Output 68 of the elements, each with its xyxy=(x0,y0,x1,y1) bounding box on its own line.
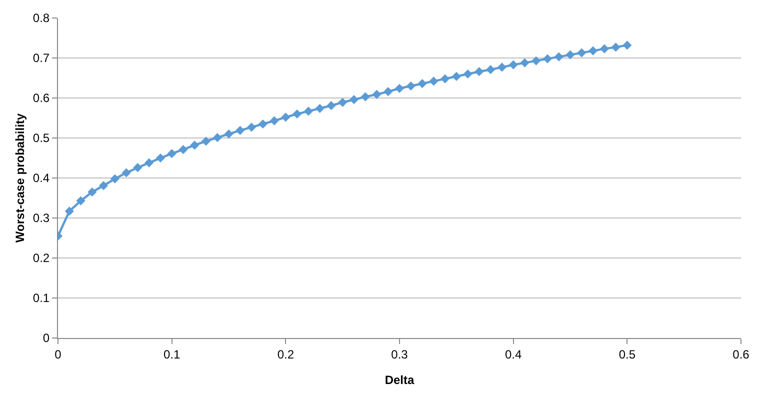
point xyxy=(98,181,108,190)
y-tick-label: 0.2 xyxy=(32,251,50,266)
point xyxy=(463,69,472,79)
x-axis-title: Delta xyxy=(384,373,414,387)
point xyxy=(542,54,552,64)
point xyxy=(88,187,97,197)
point xyxy=(258,119,268,129)
point xyxy=(360,92,370,102)
point xyxy=(566,50,575,60)
point xyxy=(212,133,222,142)
point xyxy=(304,106,313,116)
x-tick-label: 0.4 xyxy=(504,347,522,362)
point xyxy=(520,58,530,68)
point xyxy=(315,104,324,113)
point xyxy=(452,72,461,81)
point xyxy=(133,163,142,172)
x-tick-label: 0 xyxy=(54,347,62,362)
point xyxy=(270,116,279,126)
point xyxy=(418,79,427,88)
point xyxy=(372,90,382,99)
point xyxy=(156,153,165,163)
point xyxy=(64,206,74,216)
y-tick-label: 0.8 xyxy=(32,11,50,26)
y-tick-label: 0.7 xyxy=(32,51,50,66)
point xyxy=(429,76,438,86)
point xyxy=(201,136,211,146)
point xyxy=(588,46,598,56)
point xyxy=(236,126,245,135)
x-tick-label: 0.5 xyxy=(618,347,636,362)
point xyxy=(167,149,176,158)
x-tick-label: 0.2 xyxy=(277,347,294,362)
y-axis-title: Worst-case probability xyxy=(13,113,27,243)
point xyxy=(440,74,450,84)
y-tick-label: 0.1 xyxy=(32,291,50,306)
point xyxy=(600,44,609,54)
point xyxy=(190,140,200,150)
point xyxy=(76,196,86,206)
point xyxy=(532,56,541,66)
point xyxy=(406,81,416,91)
point xyxy=(394,84,404,93)
point xyxy=(486,65,496,74)
y-tick-label: 0 xyxy=(42,331,50,346)
point xyxy=(122,168,131,178)
x-tick-label: 0.6 xyxy=(732,347,750,362)
y-tick-label: 0.6 xyxy=(32,91,50,106)
point xyxy=(622,40,632,50)
point xyxy=(577,48,586,58)
point xyxy=(224,129,234,139)
point xyxy=(338,98,348,107)
point xyxy=(508,60,518,70)
y-tick-label: 0.5 xyxy=(32,131,50,146)
point xyxy=(474,67,484,76)
point xyxy=(326,101,336,110)
point xyxy=(554,52,564,62)
point xyxy=(178,145,188,154)
x-tick-label: 0.1 xyxy=(163,347,180,362)
y-tick-label: 0.4 xyxy=(32,171,50,186)
point xyxy=(246,122,256,132)
point xyxy=(144,158,154,168)
point xyxy=(281,112,290,122)
y-tick-label: 0.3 xyxy=(32,211,50,226)
point xyxy=(292,109,302,119)
point xyxy=(611,42,620,52)
point xyxy=(110,174,120,184)
point xyxy=(497,62,506,72)
point xyxy=(384,87,393,96)
point xyxy=(349,95,359,104)
x-tick-label: 0.3 xyxy=(391,347,408,362)
